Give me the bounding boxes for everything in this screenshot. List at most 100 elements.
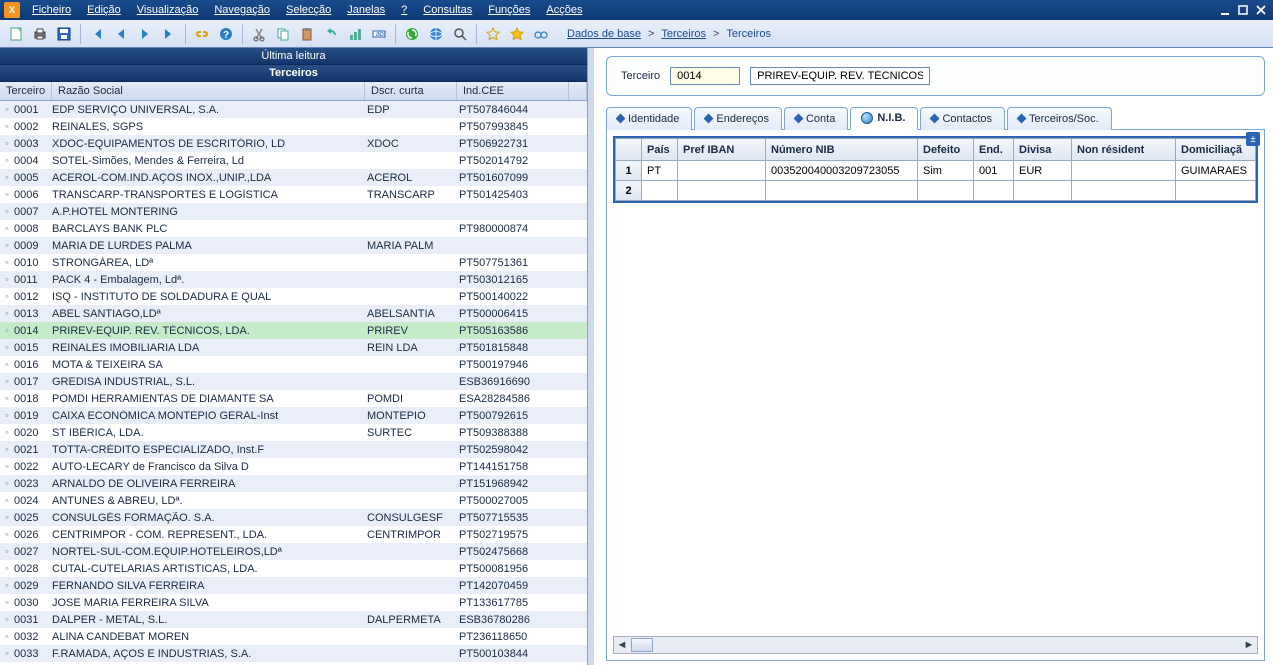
list-row[interactable]: ◦0023ARNALDO DE OLIVEIRA FERREIRAPT15196… bbox=[0, 475, 587, 492]
grid-cell-end[interactable]: 001 bbox=[974, 161, 1014, 181]
list-row[interactable]: ◦0006TRANSCARP-TRANSPORTES E LOGÍSTICATR… bbox=[0, 186, 587, 203]
list-row[interactable]: ◦0013ABEL SANTIAGO,LDªABELSANTIAPT500006… bbox=[0, 305, 587, 322]
print-icon[interactable] bbox=[30, 24, 50, 44]
grid-cell-prefiban[interactable] bbox=[678, 161, 766, 181]
nib-grid[interactable]: PaísPref IBANNúmero NIBDefeitoEnd.Divisa… bbox=[613, 136, 1258, 203]
grid-row[interactable]: 2 bbox=[616, 181, 1256, 201]
terceiro-code-input[interactable] bbox=[670, 67, 740, 85]
list-row[interactable]: ◦0027NORTEL-SUL-COM.EQUIP.HOTELEIROS,LDª… bbox=[0, 543, 587, 560]
menu-acções[interactable]: Acções bbox=[538, 2, 590, 18]
world-icon[interactable] bbox=[426, 24, 446, 44]
chart-icon[interactable] bbox=[345, 24, 365, 44]
copy-icon[interactable] bbox=[273, 24, 293, 44]
terceiro-desc-input[interactable] bbox=[750, 67, 930, 85]
menu-ficheiro[interactable]: Ficheiro bbox=[24, 2, 79, 18]
grid-cell-domic[interactable]: GUIMARAES bbox=[1176, 161, 1256, 181]
list-row[interactable]: ◦0032ALINA CANDEBAT MORENPT236118650 bbox=[0, 628, 587, 645]
list-row[interactable]: ◦0002REINALES, SGPSPT507993845 bbox=[0, 118, 587, 135]
refresh-green-icon[interactable] bbox=[402, 24, 422, 44]
list-row[interactable]: ◦0004SOTEL-Simões, Mendes & Ferreira, Ld… bbox=[0, 152, 587, 169]
list-row[interactable]: ◦0019CAIXA ECONÓMICA MONTEPIO GERAL-Inst… bbox=[0, 407, 587, 424]
list-body[interactable]: ◦0001EDP SERVIÇO UNIVERSAL, S.A.EDPPT507… bbox=[0, 101, 587, 665]
grid-cell-pais[interactable]: PT bbox=[642, 161, 678, 181]
list-row[interactable]: ◦0015REINALES IMOBILIARIA LDAREIN LDAPT5… bbox=[0, 339, 587, 356]
grid-cell-divisa[interactable] bbox=[1014, 181, 1072, 201]
nav-next-icon[interactable] bbox=[135, 24, 155, 44]
list-row[interactable]: ◦0020ST IBÉRICA, LDA.SURTECPT509388388 bbox=[0, 424, 587, 441]
grid-row[interactable]: 1PT003520040003209723055Sim001EURGUIMARA… bbox=[616, 161, 1256, 181]
list-row[interactable]: ◦0007A.P.HOTEL MONTERING bbox=[0, 203, 587, 220]
tab-terceirossoc[interactable]: Terceiros/Soc. bbox=[1007, 107, 1112, 130]
grid-cell-pais[interactable] bbox=[642, 181, 678, 201]
grid-cell-end[interactable] bbox=[974, 181, 1014, 201]
breadcrumb-link[interactable]: Terceiros bbox=[661, 28, 706, 40]
nav-last-icon[interactable] bbox=[159, 24, 179, 44]
grid-cell-defeito[interactable] bbox=[918, 181, 974, 201]
undo-icon[interactable] bbox=[321, 24, 341, 44]
field-icon[interactable]: ab| bbox=[369, 24, 389, 44]
menu-?[interactable]: ? bbox=[393, 2, 415, 18]
menu-visualização[interactable]: Visualização bbox=[129, 2, 207, 18]
grid-col-nib[interactable]: Número NIB bbox=[766, 139, 918, 161]
grid-col-end[interactable]: End. bbox=[974, 139, 1014, 161]
list-row[interactable]: ◦0009MARIA DE LURDES PALMAMARIA PALM bbox=[0, 237, 587, 254]
tab-conta[interactable]: Conta bbox=[784, 107, 848, 130]
menu-janelas[interactable]: Janelas bbox=[339, 2, 393, 18]
list-row[interactable]: ◦0018POMDI HERRAMIENTAS DE DIAMANTE SAPO… bbox=[0, 390, 587, 407]
list-row[interactable]: ◦0031DALPER - METAL, S.L.DALPERMETAESB36… bbox=[0, 611, 587, 628]
list-row[interactable]: ◦0021TOTTA-CRÉDITO ESPECIALIZADO, Inst.F… bbox=[0, 441, 587, 458]
list-row[interactable]: ◦0003XDOC-EQUIPAMENTOS DE ESCRITÓRIO, LD… bbox=[0, 135, 587, 152]
menu-navegação[interactable]: Navegação bbox=[206, 2, 278, 18]
grid-cell-domic[interactable] bbox=[1176, 181, 1256, 201]
grid-cell-nonres[interactable] bbox=[1072, 161, 1176, 181]
minimize-button[interactable] bbox=[1217, 3, 1233, 17]
tab-identidade[interactable]: Identidade bbox=[606, 107, 692, 130]
list-row[interactable]: ◦0029FERNANDO SILVA FERREIRAPT142070459 bbox=[0, 577, 587, 594]
search-icon[interactable] bbox=[450, 24, 470, 44]
nav-prev-icon[interactable] bbox=[111, 24, 131, 44]
grid-col-nonres[interactable]: Non résident bbox=[1072, 139, 1176, 161]
tab-endereos[interactable]: Endereços bbox=[694, 107, 782, 130]
list-row[interactable]: ◦0033F.RAMADA, AÇOS E INDUSTRIAS, S.A.PT… bbox=[0, 645, 587, 662]
list-row[interactable]: ◦0016MOTA & TEIXEIRA SAPT500197946 bbox=[0, 356, 587, 373]
star-fill-icon[interactable] bbox=[507, 24, 527, 44]
save-icon[interactable] bbox=[54, 24, 74, 44]
grid-col-divisa[interactable]: Divisa bbox=[1014, 139, 1072, 161]
scroll-right-icon[interactable]: ► bbox=[1241, 637, 1257, 653]
grid-cell-divisa[interactable]: EUR bbox=[1014, 161, 1072, 181]
menu-edição[interactable]: Edição bbox=[79, 2, 129, 18]
list-row[interactable]: ◦0005ACEROL-COM.IND.AÇOS INOX.,UNIP.,LDA… bbox=[0, 169, 587, 186]
grid-cell-defeito[interactable]: Sim bbox=[918, 161, 974, 181]
cut-icon[interactable] bbox=[249, 24, 269, 44]
close-button[interactable] bbox=[1253, 3, 1269, 17]
grid-cell-nib[interactable] bbox=[766, 181, 918, 201]
menu-selecção[interactable]: Selecção bbox=[278, 2, 339, 18]
horizontal-scrollbar[interactable]: ◄ ► bbox=[613, 636, 1258, 654]
list-row[interactable]: ◦0010STRONGÁREA, LDªPT507751361 bbox=[0, 254, 587, 271]
list-row[interactable]: ◦0030JOSE MARIA FERREIRA SILVAPT13361778… bbox=[0, 594, 587, 611]
tab-nib[interactable]: N.I.B. bbox=[850, 107, 918, 130]
list-row[interactable]: ◦0022AUTO-LECARY de Francisco da Silva D… bbox=[0, 458, 587, 475]
grid-col-defeito[interactable]: Defeito bbox=[918, 139, 974, 161]
list-row[interactable]: ◦0012ISQ - INSTITUTO DE SOLDADURA E QUAL… bbox=[0, 288, 587, 305]
list-row[interactable]: ◦0025CONSULGÉS FORMAÇÃO. S.A.CONSULGESFP… bbox=[0, 509, 587, 526]
grid-cell-nib[interactable]: 003520040003209723055 bbox=[766, 161, 918, 181]
menu-funções[interactable]: Funções bbox=[480, 2, 538, 18]
glasses-icon[interactable] bbox=[531, 24, 551, 44]
nav-first-icon[interactable] bbox=[87, 24, 107, 44]
link-icon[interactable] bbox=[192, 24, 212, 44]
grid-cell-nonres[interactable] bbox=[1072, 181, 1176, 201]
grid-col-pais[interactable]: País bbox=[642, 139, 678, 161]
star-outline-icon[interactable] bbox=[483, 24, 503, 44]
grid-cell-prefiban[interactable] bbox=[678, 181, 766, 201]
paste-icon[interactable] bbox=[297, 24, 317, 44]
scroll-thumb[interactable] bbox=[631, 638, 653, 652]
list-row[interactable]: ◦0014PRIREV-EQUIP. REV. TÉCNICOS, LDA.PR… bbox=[0, 322, 587, 339]
list-row[interactable]: ◦0008BARCLAYS BANK PLCPT980000874 bbox=[0, 220, 587, 237]
tab-contactos[interactable]: Contactos bbox=[920, 107, 1005, 130]
col-terceiro[interactable]: Terceiro bbox=[0, 82, 52, 100]
menu-consultas[interactable]: Consultas bbox=[415, 2, 480, 18]
list-row[interactable]: ◦0001EDP SERVIÇO UNIVERSAL, S.A.EDPPT507… bbox=[0, 101, 587, 118]
grid-col-domic[interactable]: Domiciliaçã bbox=[1176, 139, 1256, 161]
list-row[interactable]: ◦0024ANTUNES & ABREU, LDª.PT500027005 bbox=[0, 492, 587, 509]
